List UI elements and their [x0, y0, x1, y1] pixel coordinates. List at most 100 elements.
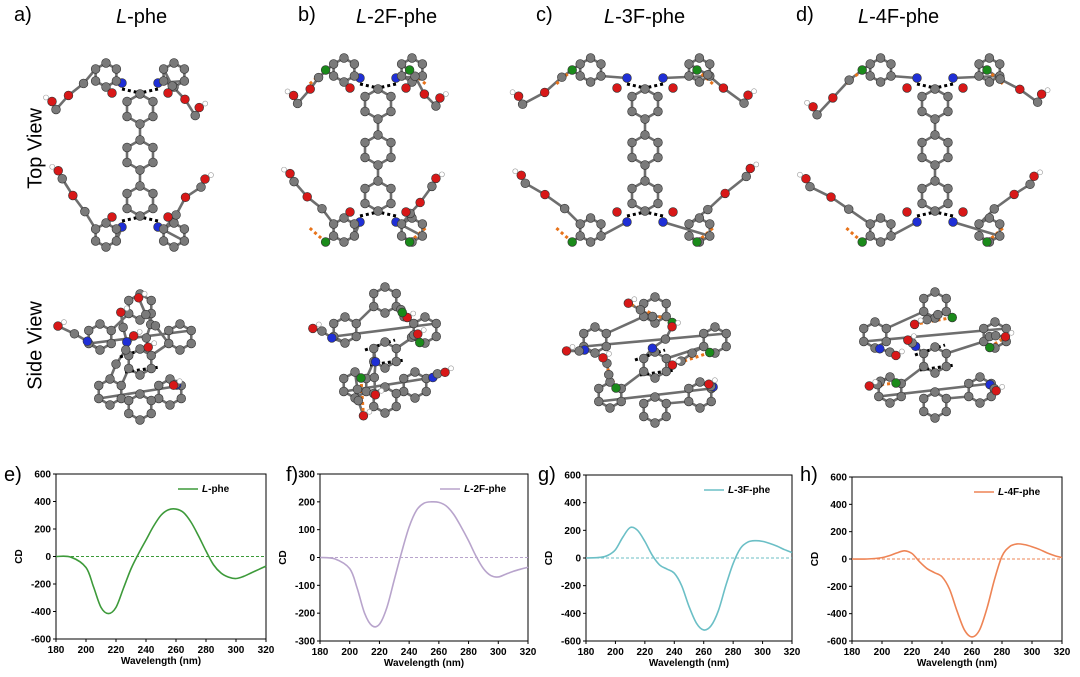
x-tick-label: 320 [520, 647, 537, 658]
y-tick-label: 0 [841, 555, 847, 566]
x-tick-label: 220 [904, 647, 921, 658]
structure-top-l-4f-phe [797, 53, 1051, 247]
cd-chart-1: 180 200 220 240 260 280 300 320 -600 -400 -200 0 200… [14, 470, 275, 668]
legend-label-suffix: -4F-phe [1004, 487, 1041, 498]
x-tick-label: 180 [578, 647, 595, 658]
y-tick-label: 0 [575, 554, 581, 565]
x-tick-label: 260 [431, 647, 448, 658]
x-axis-label: Wavelength (nm) [649, 658, 729, 669]
x-axis-label: Wavelength (nm) [384, 658, 464, 669]
x-tick-label: 200 [78, 645, 95, 656]
x-tick-label: 200 [341, 647, 358, 658]
x-tick-label: 280 [994, 647, 1011, 658]
y-tick-label: 100 [298, 525, 315, 536]
y-axis-label: CD [810, 552, 821, 566]
x-tick-label: 180 [312, 647, 329, 658]
y-tick-label: 600 [830, 473, 847, 484]
x-tick-label: 240 [138, 645, 155, 656]
x-tick-label: 260 [695, 647, 712, 658]
x-tick-label: 280 [725, 647, 742, 658]
cd-chart-2: 180 200 220 240 260 280 300 320 -300 -200 -100 0 100… [278, 470, 537, 670]
panel-letter-b: b) [298, 4, 316, 26]
y-tick-label: 600 [34, 470, 51, 481]
structure-side-l-2f-phe [308, 282, 454, 421]
x-axis-label: Wavelength (nm) [917, 658, 997, 669]
x-tick-label: 240 [401, 647, 418, 658]
y-tick-label: -400 [31, 607, 51, 618]
panel-letter-g: g) [538, 464, 556, 486]
y-tick-label: 400 [34, 497, 51, 508]
y-tick-label: 0 [309, 553, 315, 564]
structure-side-l-4f-phe [859, 287, 1015, 423]
cd-series-line [851, 543, 1063, 638]
panel-letter-f: f) [286, 464, 299, 486]
panel-letter-h: h) [800, 464, 818, 486]
legend-label-suffix: -phe [208, 484, 230, 495]
x-tick-label: 300 [228, 645, 245, 656]
legend-label: L-3F-phe [728, 485, 771, 496]
cd-series-line [319, 500, 529, 628]
y-axis-label: CD [544, 551, 555, 565]
y-tick-label: 400 [830, 500, 847, 511]
column-title-l-phe: L-phe [116, 6, 168, 28]
legend-label-suffix: -2F-phe [470, 484, 507, 495]
panel-letter-e: e) [4, 464, 22, 486]
x-tick-label: 220 [108, 645, 125, 656]
structure-top-l-3f-phe [509, 53, 760, 247]
x-tick-label: 320 [258, 645, 275, 656]
column-title-l-2f-phe: L-2F-phe [356, 6, 438, 28]
x-tick-label: 280 [460, 647, 477, 658]
y-tick-label: 300 [298, 470, 315, 481]
y-axis-label: CD [278, 550, 289, 564]
x-tick-label: 180 [48, 645, 65, 656]
y-tick-label: 200 [298, 497, 315, 508]
y-axis-label: CD [14, 549, 25, 563]
x-tick-label: 240 [666, 647, 683, 658]
y-tick-label: -600 [31, 635, 51, 646]
legend-label: L-4F-phe [998, 487, 1041, 498]
y-tick-label: -400 [561, 609, 581, 620]
cd-series-line [585, 526, 793, 631]
column-title-l-4f-phe: L-4F-phe [858, 6, 940, 28]
panel-letter-d: d) [796, 4, 814, 26]
x-tick-label: 200 [607, 647, 624, 658]
legend-label-prefix: L [464, 484, 470, 495]
molecular-structures [43, 53, 1051, 428]
legend-label-prefix: L [998, 487, 1004, 498]
x-tick-label: 200 [874, 647, 891, 658]
structure-top-l-phe [43, 58, 214, 252]
structure-side-l-phe [53, 289, 196, 425]
panel-letter-a: a) [14, 4, 32, 26]
structure-side-l-3f-phe [561, 292, 731, 428]
legend-label: L-2F-phe [464, 484, 507, 495]
x-tick-label: 260 [168, 645, 185, 656]
cd-chart-3: 180 200 220 240 260 280 300 320 -600 -400 -200 0 200… [544, 471, 801, 670]
y-tick-label: 200 [34, 525, 51, 536]
y-tick-label: -200 [561, 581, 581, 592]
legend-label-prefix: L [728, 485, 734, 496]
structure-top-l-2f-phe [281, 53, 449, 247]
x-tick-label: 180 [844, 647, 861, 658]
y-tick-label: 200 [564, 526, 581, 537]
x-tick-label: 320 [1054, 647, 1071, 658]
x-tick-label: 300 [754, 647, 771, 658]
x-axis-label: Wavelength (nm) [121, 656, 201, 667]
y-tick-label: 600 [564, 471, 581, 482]
column-title-l-3f-phe: L-3F-phe [604, 6, 686, 28]
y-tick-label: -200 [31, 580, 51, 591]
cd-chart-4: 180 200 220 240 260 280 300 320 -600 -400 -200 0 200… [810, 473, 1071, 670]
y-tick-label: -400 [827, 609, 847, 620]
x-tick-label: 280 [198, 645, 215, 656]
cd-series-line [55, 508, 267, 615]
x-tick-label: 220 [637, 647, 654, 658]
y-tick-label: 400 [564, 498, 581, 509]
y-tick-label: -600 [561, 637, 581, 648]
y-tick-label: -300 [295, 637, 315, 648]
x-tick-label: 240 [934, 647, 951, 658]
x-tick-label: 300 [1024, 647, 1041, 658]
y-tick-label: -100 [295, 581, 315, 592]
y-tick-label: -600 [827, 637, 847, 648]
x-tick-label: 320 [784, 647, 801, 658]
legend-label-suffix: -3F-phe [734, 485, 771, 496]
